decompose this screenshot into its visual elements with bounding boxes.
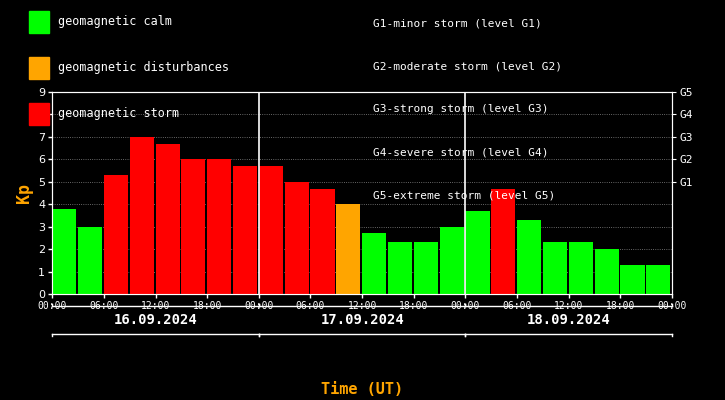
Text: G3-strong storm (level G3): G3-strong storm (level G3)	[373, 104, 549, 114]
Bar	[646, 265, 671, 294]
Bar	[465, 211, 489, 294]
Bar	[104, 175, 128, 294]
Bar	[78, 227, 102, 294]
Text: G2-moderate storm (level G2): G2-moderate storm (level G2)	[373, 61, 563, 71]
Bar	[155, 144, 180, 294]
Bar	[439, 227, 464, 294]
Bar	[52, 209, 76, 294]
Text: G1-minor storm (level G1): G1-minor storm (level G1)	[373, 18, 542, 28]
Bar	[414, 242, 438, 294]
Bar	[672, 234, 696, 294]
Bar	[517, 220, 541, 294]
Bar	[388, 242, 412, 294]
Text: geomagnetic storm: geomagnetic storm	[58, 108, 179, 120]
Text: 17.09.2024: 17.09.2024	[320, 313, 404, 327]
Text: G4-severe storm (level G4): G4-severe storm (level G4)	[373, 148, 549, 158]
Bar	[259, 166, 283, 294]
Text: geomagnetic disturbances: geomagnetic disturbances	[58, 62, 229, 74]
Bar	[621, 265, 645, 294]
Bar	[543, 242, 567, 294]
Text: 18.09.2024: 18.09.2024	[527, 313, 610, 327]
Bar	[130, 137, 154, 294]
Bar	[285, 182, 309, 294]
Bar	[181, 159, 205, 294]
Text: 16.09.2024: 16.09.2024	[114, 313, 197, 327]
Text: Time (UT): Time (UT)	[321, 382, 404, 398]
Bar	[310, 188, 334, 294]
Bar	[233, 166, 257, 294]
Text: geomagnetic calm: geomagnetic calm	[58, 16, 172, 28]
Bar	[362, 234, 386, 294]
Bar	[594, 249, 618, 294]
Bar	[207, 159, 231, 294]
Bar	[492, 188, 515, 294]
Text: G5-extreme storm (level G5): G5-extreme storm (level G5)	[373, 191, 555, 201]
Bar	[336, 204, 360, 294]
Y-axis label: Kp: Kp	[14, 183, 33, 203]
Bar	[568, 242, 593, 294]
